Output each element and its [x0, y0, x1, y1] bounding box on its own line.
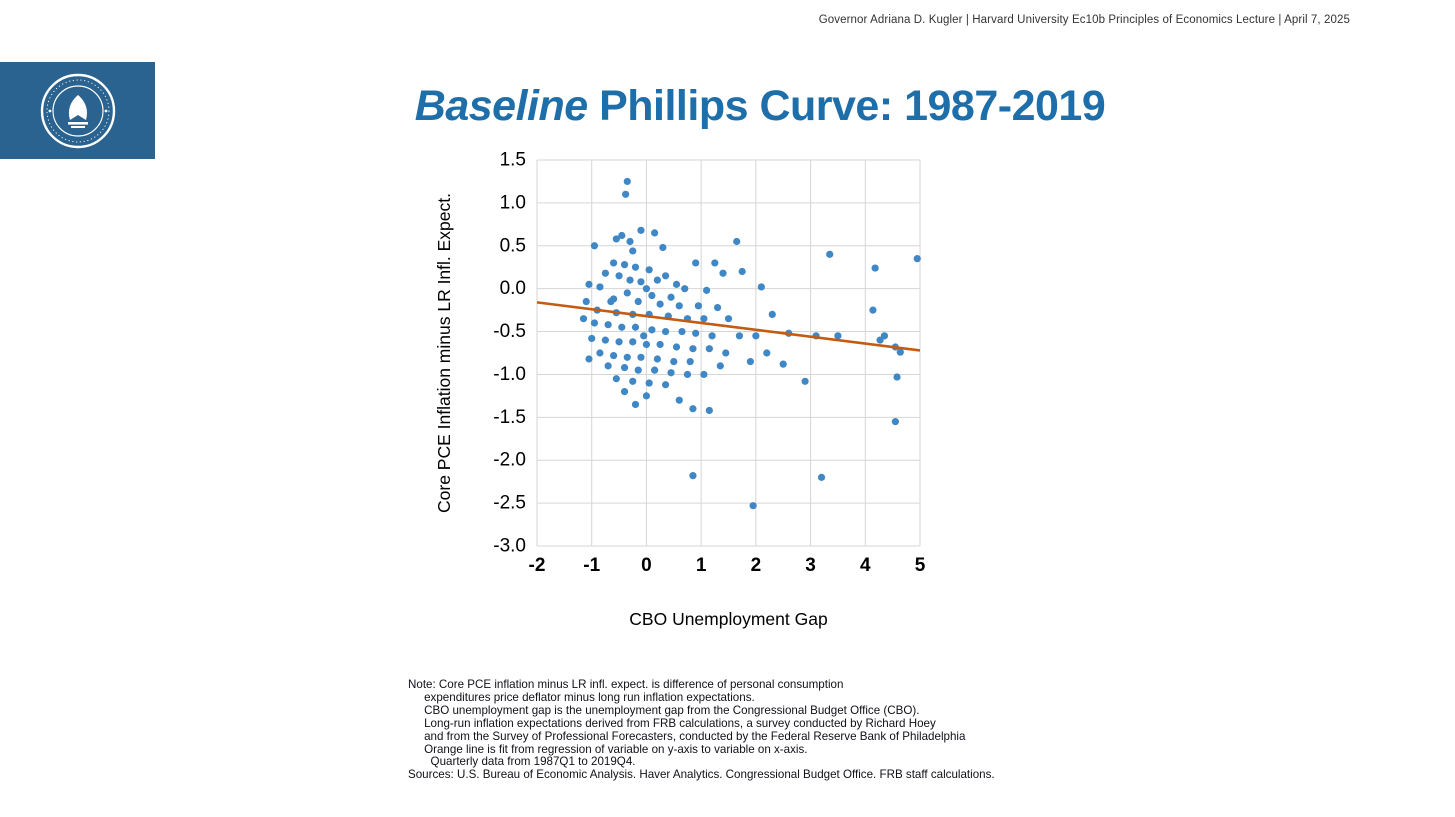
svg-text:-1.0: -1.0 — [493, 364, 526, 385]
svg-text:0: 0 — [641, 555, 652, 576]
note-line: Long-run inflation expectations derived … — [408, 716, 936, 730]
svg-text:3: 3 — [805, 555, 816, 576]
svg-text:-1: -1 — [583, 555, 600, 576]
svg-text:-0.5: -0.5 — [493, 321, 526, 342]
svg-text:-3.0: -3.0 — [493, 536, 526, 557]
svg-text:1: 1 — [696, 555, 707, 576]
fed-seal-icon — [40, 73, 115, 148]
svg-text:1.0: 1.0 — [500, 192, 526, 213]
svg-text:2: 2 — [751, 555, 762, 576]
svg-text:-1.5: -1.5 — [493, 407, 526, 428]
title-rest: Phillips Curve: 1987-2019 — [587, 82, 1106, 130]
svg-text:0.5: 0.5 — [500, 235, 526, 256]
svg-text:1.5: 1.5 — [500, 150, 526, 171]
svg-text:-2.5: -2.5 — [493, 493, 526, 514]
svg-text:5: 5 — [915, 555, 926, 576]
svg-text:4: 4 — [860, 555, 871, 576]
note-line: Quarterly data from 1987Q1 to 2019Q4. — [408, 755, 636, 769]
svg-text:-2.0: -2.0 — [493, 450, 526, 471]
note-line: CBO unemployment gap is the unemployment… — [408, 703, 920, 717]
phillips-curve-scatter-chart: 1.5 1.0 0.5 0.0 -0.5 -1.0 -1.5 -2.0 -2.5 -3.0 -2 -1… — [420, 140, 980, 650]
federal-reserve-logo — [0, 62, 155, 159]
note-line: Orange line is fit from regression of va… — [408, 742, 808, 756]
svg-text:Core PCE Inflation minus LR In: Core PCE Inflation minus LR Infl. Expect… — [434, 193, 454, 513]
footnotes: Note: Core PCE inflation minus LR infl. … — [408, 678, 995, 782]
page-title: Baseline Phillips Curve: 1987-2019 — [280, 82, 1240, 131]
source-line: Sources: U.S. Bureau of Economic Analysi… — [408, 768, 995, 782]
note-line: expenditures price deflator minus long r… — [408, 690, 755, 704]
header-credit: Governor Adriana D. Kugler | Harvard Uni… — [818, 14, 1350, 26]
scatter-plot: 1.5 1.0 0.5 0.0 -0.5 -1.0 -1.5 -2.0 -2.5 -3.0-2 -1… — [434, 150, 926, 630]
svg-text:-2: -2 — [529, 555, 546, 576]
note-line: Note: Core PCE inflation minus LR infl. … — [408, 678, 844, 691]
svg-text:CBO Unemployment Gap: CBO Unemployment Gap — [629, 609, 827, 629]
note-line: and from the Survey of Professional Fore… — [408, 729, 966, 743]
title-baseline: Baseline — [414, 82, 588, 130]
svg-text:0.0: 0.0 — [500, 278, 526, 299]
